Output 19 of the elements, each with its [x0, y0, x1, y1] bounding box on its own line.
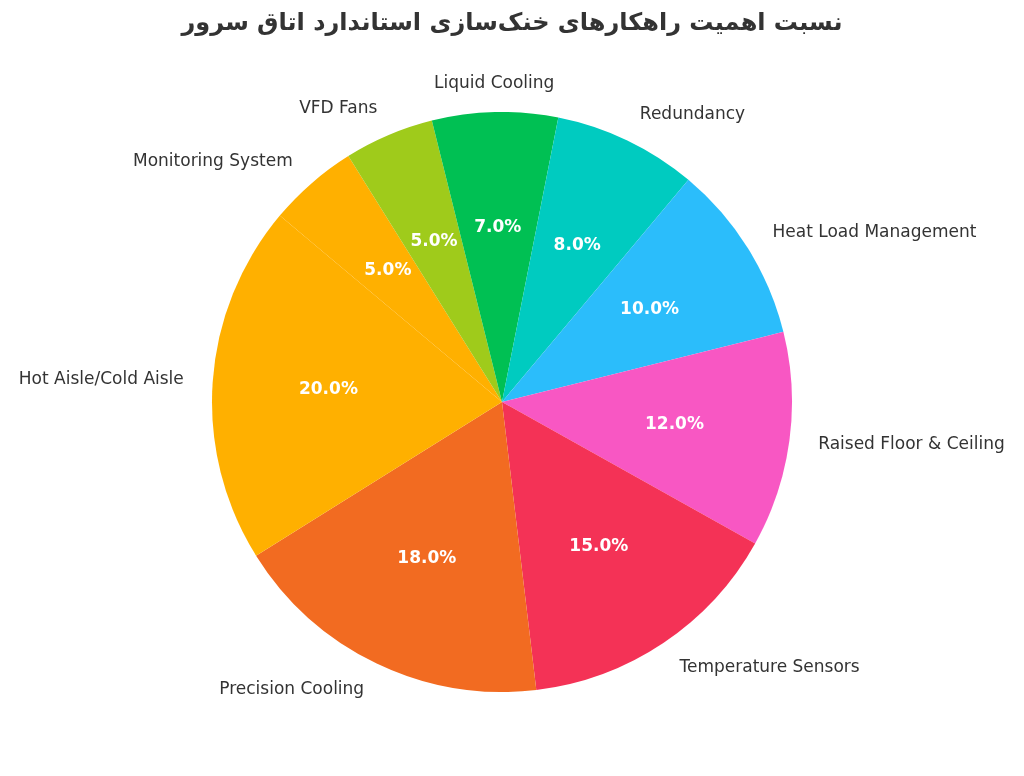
data-label: 5.0% [410, 230, 458, 251]
slice-label: Precision Cooling [219, 678, 365, 699]
slice-label: VFD Fans [299, 96, 378, 117]
data-label: 7.0% [474, 216, 522, 237]
slice-label: Liquid Cooling [434, 71, 555, 92]
slice-label: Raised Floor & Ceiling [818, 432, 1005, 453]
data-label: 10.0% [620, 298, 680, 319]
slice-label: Redundancy [639, 102, 746, 123]
slice-label: Hot Aisle/Cold Aisle [18, 368, 184, 389]
data-label: 8.0% [553, 233, 601, 254]
slice-label: Temperature Sensors [678, 655, 860, 676]
data-label: 12.0% [644, 413, 704, 434]
chart-title: نسبت اهمیت راهکارهای خنک‌سازی استاندارد اتاق سرور [179, 8, 844, 36]
data-label: 20.0% [298, 378, 358, 399]
data-label: 5.0% [364, 259, 412, 280]
slice-label: Heat Load Management [772, 221, 977, 242]
slice-label: Monitoring System [133, 149, 293, 170]
data-label: 15.0% [569, 535, 629, 556]
data-label: 18.0% [397, 547, 457, 568]
